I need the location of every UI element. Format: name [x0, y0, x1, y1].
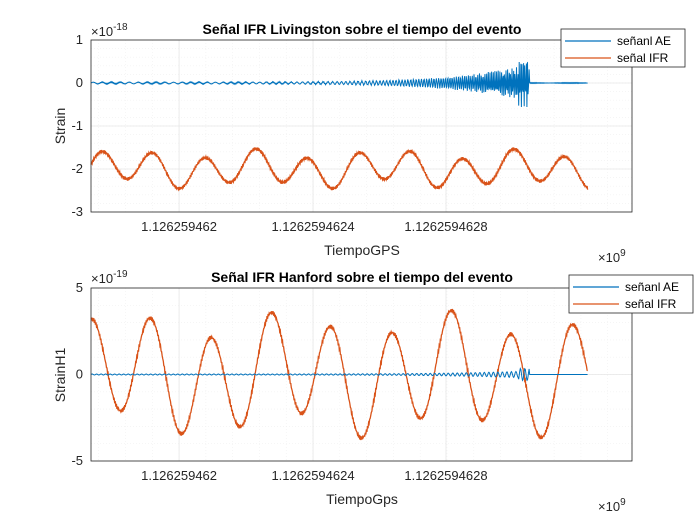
x-multiplier-exp-livingston: 9 [620, 248, 626, 259]
y-tick-label: 0 [76, 75, 83, 90]
y-multiplier-hanford: ×10-19 [91, 269, 128, 286]
x-axis-label-livingston: TiempoGPS [324, 242, 400, 258]
y-axis-label-hanford: StrainH1 [52, 348, 68, 403]
legend-label-ifr-hanford: señal IFR [625, 297, 677, 311]
y-tick-label: 5 [76, 280, 83, 295]
y-multiplier-exp-hanford: -19 [113, 269, 128, 280]
x-tick-label: 1.126259462 [141, 219, 217, 234]
x-multiplier-base-hanford: ×10 [598, 499, 620, 514]
y-multiplier-exp-livingston: -18 [113, 22, 128, 33]
y-tick-labels-livingston: 1 0 -1 -2 -3 [71, 32, 83, 219]
y-multiplier-base-hanford: ×10 [91, 271, 113, 286]
axes-hanford: 5 0 -5 1.126259462 1.1262594624 1.1262594628… [52, 269, 694, 514]
y-tick-label: 1 [76, 32, 83, 47]
x-tick-labels-hanford: 1.126259462 1.1262594624 1.1262594628 [141, 468, 487, 483]
legend-box-hanford [568, 274, 694, 314]
y-multiplier-base-livingston: ×10 [91, 24, 113, 39]
x-tick-labels-livingston: 1.126259462 1.1262594624 1.1262594628 [141, 219, 487, 234]
x-tick-label: 1.1262594628 [404, 219, 487, 234]
y-tick-label: -3 [71, 204, 83, 219]
y-tick-label: 0 [76, 367, 83, 382]
legend-label-ifr-livingston: señal IFR [617, 51, 669, 65]
legend-box-livingston [560, 28, 686, 68]
legend-livingston[interactable]: señanl AE señal IFR [560, 28, 686, 68]
x-tick-label: 1.1262594624 [271, 468, 354, 483]
series-line-ifr [90, 147, 589, 192]
x-multiplier-livingston: ×109 [598, 248, 626, 265]
y-tick-label: -5 [71, 453, 83, 468]
chart-title-livingston: Señal IFR Livingston sobre el tiempo del… [203, 21, 522, 37]
legend-hanford[interactable]: señanl AE señal IFR [568, 274, 694, 314]
x-tick-label: 1.1262594628 [404, 468, 487, 483]
y-axis-label-livingston: Strain [52, 108, 68, 145]
x-tick-label: 1.126259462 [141, 468, 217, 483]
legend-label-ae-hanford: señanl AE [625, 280, 679, 294]
x-tick-label: 1.1262594624 [271, 219, 354, 234]
x-axis-label-hanford: TiempoGps [326, 491, 398, 507]
axes-box-livingston [90, 39, 633, 213]
chart-title-hanford: Señal IFR Hanford sobre el tiempo del ev… [211, 269, 513, 285]
axes-livingston: 10-1-2-3 1.126259462 1.1262594624 1.126259… [52, 21, 686, 265]
y-tick-label: -1 [71, 118, 83, 133]
x-multiplier-hanford: ×109 [598, 497, 626, 514]
x-multiplier-base-livingston: ×10 [598, 250, 620, 265]
series-lines-hanford [90, 308, 589, 441]
y-multiplier-livingston: ×10-18 [91, 22, 128, 39]
series-line-ifr [90, 308, 589, 441]
series-line-ae [90, 61, 588, 108]
x-multiplier-exp-hanford: 9 [620, 497, 626, 508]
series-lines-livingston [90, 61, 589, 192]
y-tick-label: -2 [71, 161, 83, 176]
axes-box-hanford [90, 287, 633, 462]
y-tick-labels-hanford: 5 0 -5 [71, 280, 83, 468]
legend-label-ae-livingston: señanl AE [617, 34, 671, 48]
series-line-ae [90, 367, 588, 382]
grid-livingston [91, 39, 632, 213]
